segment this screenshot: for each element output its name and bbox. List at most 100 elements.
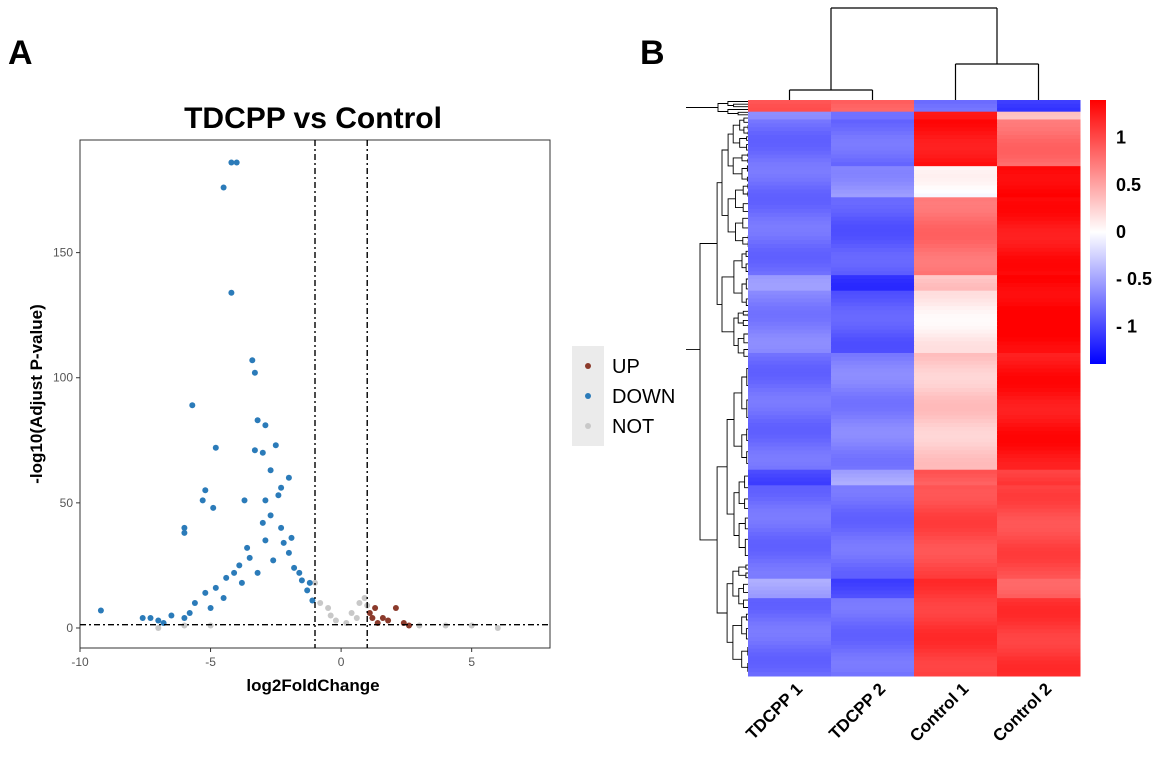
heatmap-cell [748, 119, 832, 124]
heatmap-cell [997, 512, 1081, 517]
heatmap-cell [748, 660, 832, 665]
heatmap-cell [914, 477, 998, 482]
heatmap-cell [831, 364, 915, 370]
heatmap-cell [748, 286, 832, 292]
column-label: TDCPP 1 [742, 679, 806, 743]
heatmap-cell [997, 189, 1081, 194]
heatmap-cell [997, 135, 1081, 140]
heatmap-cell [748, 590, 832, 595]
colorbar-tick-label: 0.5 [1116, 175, 1141, 195]
heatmap-cell [914, 146, 998, 152]
heatmap-cell [831, 310, 915, 315]
point-up [372, 605, 379, 611]
column-labels: TDCPP 1 TDCPP 2 Control 1 Control 2 [742, 679, 1055, 745]
heatmap-cell [831, 193, 915, 198]
point-down [238, 579, 245, 586]
heatmap-cell [997, 567, 1081, 572]
heatmap-cell [997, 656, 1081, 661]
heatmap-cell [997, 314, 1081, 319]
point-down [254, 569, 261, 576]
heatmap-cell [997, 267, 1081, 272]
heatmap-cell [748, 446, 832, 451]
heatmap-cell [831, 185, 915, 191]
heatmap-cell [748, 325, 832, 331]
heatmap-cell [914, 461, 998, 467]
heatmap-cell [997, 341, 1081, 346]
heatmap-cell [831, 629, 915, 634]
heatmap-cell [748, 294, 832, 299]
heatmap-cell [914, 131, 998, 136]
heatmap-cell [748, 656, 832, 661]
heatmap-cell [748, 528, 832, 533]
heatmap-cell [831, 504, 915, 510]
heatmap-cell [831, 294, 915, 299]
heatmap-cell [914, 154, 998, 159]
heatmap-cell [748, 100, 832, 105]
row-dendrogram-tree [686, 101, 759, 676]
heatmap-cell [831, 123, 915, 128]
heatmap-cell [997, 419, 1081, 424]
heatmap-cell [748, 232, 832, 237]
point-not [317, 600, 324, 606]
heatmap-cell [831, 142, 915, 148]
colorbar-tick-label: - 0.5 [1116, 269, 1152, 289]
heatmap-cell [914, 135, 998, 140]
heatmap-cell [997, 672, 1081, 677]
heatmap-cell [748, 131, 832, 136]
panel-label-b: B [640, 34, 665, 72]
point-down [259, 449, 266, 456]
heatmap-cell [748, 637, 832, 642]
heatmap-cell [831, 220, 915, 226]
heatmap-cell [831, 415, 915, 420]
point-up [379, 615, 386, 621]
heatmap-cell [997, 177, 1081, 183]
heatmap-cell [831, 236, 915, 241]
heatmap-cell [914, 380, 998, 385]
heatmap-cell [748, 547, 832, 552]
x-tick-label: 0 [338, 655, 345, 669]
heatmap-cell [748, 240, 832, 245]
heatmap-cell [831, 458, 915, 463]
heatmap-cell [914, 115, 998, 120]
heatmap-cell [997, 142, 1081, 148]
heatmap-cell [831, 590, 915, 595]
heatmap-cell [831, 205, 915, 210]
heatmap-cell [748, 201, 832, 206]
point-down [189, 402, 196, 409]
heatmap-cell [831, 535, 915, 541]
column-dendrogram [788, 7, 1040, 100]
heatmap-cell [831, 107, 915, 113]
point-down [220, 184, 227, 191]
heatmap-cell [748, 395, 832, 401]
heatmap-cell [914, 185, 998, 191]
heatmap-cell [914, 407, 998, 412]
heatmap-cell [997, 146, 1081, 152]
heatmap-cell [914, 426, 998, 432]
heatmap-cell [914, 644, 998, 650]
heatmap-cell [997, 127, 1081, 132]
point-down [210, 504, 217, 511]
heatmap-cell [748, 648, 832, 654]
heatmap-cell [831, 189, 915, 194]
point-down [254, 417, 261, 424]
heatmap-cell [748, 216, 832, 222]
heatmap-cell [914, 321, 998, 327]
heatmap-cell [997, 376, 1081, 381]
heatmap-cell [914, 290, 998, 296]
point-down [288, 534, 295, 541]
heatmap-cell [914, 454, 998, 459]
heatmap-cell [997, 520, 1081, 525]
heatmap-cell [831, 625, 915, 630]
heatmap-cell [914, 617, 998, 623]
heatmap-cell [914, 532, 998, 537]
heatmap-cell [997, 407, 1081, 412]
heatmap-cell [748, 473, 832, 479]
heatmap-cell [997, 360, 1081, 366]
heatmap-cell [914, 103, 998, 109]
heatmap-cell [914, 142, 998, 148]
heatmap-cell [914, 415, 998, 420]
heatmap-cell [748, 574, 832, 580]
heatmap-cell [831, 384, 915, 389]
heatmap-cell [831, 442, 915, 447]
heatmap-cell [914, 590, 998, 595]
